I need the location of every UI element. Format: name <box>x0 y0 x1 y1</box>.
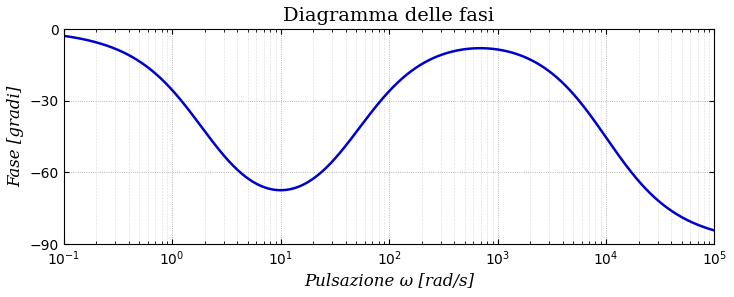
X-axis label: Pulsazione ω [rad/s]: Pulsazione ω [rad/s] <box>304 273 474 290</box>
Title: Diagramma delle fasi: Diagramma delle fasi <box>283 7 495 25</box>
Y-axis label: Fase [gradi]: Fase [gradi] <box>7 86 24 187</box>
